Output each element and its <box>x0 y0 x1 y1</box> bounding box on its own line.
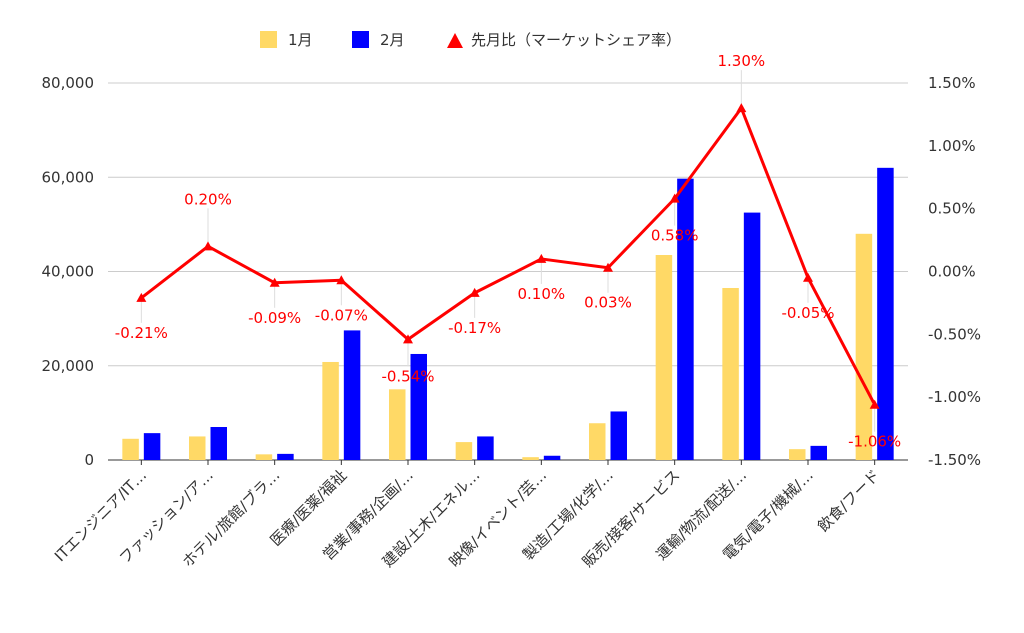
share-marker-triangle <box>736 103 747 113</box>
bar-jan <box>589 423 606 460</box>
y-right-tick-label: -0.50% <box>928 325 981 343</box>
bar-feb <box>543 455 561 460</box>
bar-feb <box>610 411 627 460</box>
bar-feb <box>143 433 161 460</box>
y-left-tick-label: 80,000 <box>42 74 95 92</box>
y-right-tick-label: 1.50% <box>928 74 976 92</box>
share-data-label: 0.58% <box>651 227 699 245</box>
share-data-label: -0.21% <box>115 324 168 342</box>
legend-swatch-feb[interactable] <box>352 31 369 48</box>
bar-jan <box>389 389 406 460</box>
legend-triangle-icon[interactable] <box>447 33 463 48</box>
share-marker-triangle <box>469 287 480 297</box>
bar-feb <box>810 445 827 460</box>
legend-label-jan[interactable]: 1月 <box>288 31 313 49</box>
category-label: 飲食/フード <box>814 466 883 535</box>
bar-jan <box>789 449 806 460</box>
bar-jan <box>522 457 539 460</box>
share-marker-triangle <box>203 241 213 251</box>
share-data-label: 0.20% <box>184 190 232 208</box>
bar-jan <box>722 287 739 460</box>
y-left-tick-label: 60,000 <box>42 168 95 186</box>
share-data-label: -0.07% <box>315 306 368 324</box>
bar-jan <box>855 233 873 460</box>
y-right-tick-label: -1.00% <box>928 388 981 406</box>
bar-feb <box>410 353 427 460</box>
share-marker-triangle <box>869 399 880 409</box>
share-data-label: -0.09% <box>248 309 301 327</box>
y-right-tick-label: 1.00% <box>928 137 976 155</box>
share-data-label: 0.03% <box>584 294 632 312</box>
legend: 1月 2月 先月比（マーケットシェア率） <box>260 31 681 49</box>
bar-feb <box>277 453 294 460</box>
bar-jan <box>122 438 139 460</box>
y-left-tick-label: 40,000 <box>42 263 95 281</box>
share-marker-triangle <box>803 272 813 282</box>
share-data-label: -1.06% <box>848 433 901 451</box>
legend-label-share[interactable]: 先月比（マーケットシェア率） <box>471 31 681 49</box>
share-data-label: -0.17% <box>448 319 501 337</box>
bar-jan <box>322 361 339 460</box>
share-marker-triangle <box>336 275 347 285</box>
gridlines <box>108 82 908 461</box>
share-marker-triangle <box>269 277 280 287</box>
bar-feb <box>477 436 494 460</box>
bar-jan <box>255 454 273 460</box>
bar-feb <box>743 212 761 460</box>
share-data-label: 0.10% <box>518 285 566 303</box>
bars <box>122 167 894 460</box>
category-labels: ITエンジニア/IT…ファッション/ア…ホテル/旅館/ブラ…医療/医薬/福祉営業… <box>51 460 883 571</box>
left-axis-ticks: 0 20,000 40,000 60,000 80,000 <box>42 74 95 469</box>
y-right-tick-label: -1.50% <box>928 451 981 469</box>
y-left-tick-label: 20,000 <box>42 357 95 375</box>
bar-feb <box>677 178 694 460</box>
share-data-label: -0.05% <box>781 304 834 322</box>
share-marker-triangle <box>403 334 413 344</box>
bar-feb <box>210 427 227 460</box>
bar-jan <box>189 436 206 460</box>
share-data-label: -0.54% <box>381 367 434 385</box>
y-left-tick-label: 0 <box>84 451 94 469</box>
share-marker-triangle <box>603 262 613 272</box>
bar-feb <box>877 167 894 460</box>
legend-swatch-jan[interactable] <box>260 31 277 48</box>
share-marker-triangle <box>536 253 547 263</box>
bar-jan <box>655 255 673 460</box>
share-marker-triangle <box>136 292 147 302</box>
y-right-tick-label: 0.00% <box>928 263 976 281</box>
legend-label-feb[interactable]: 2月 <box>380 31 405 49</box>
share-line: -0.21% 0.20% -0.09% -0.07% -0.54% -0.17% 0.10%… <box>115 52 901 451</box>
share-polyline <box>140 106 876 406</box>
share-data-label: 1.30% <box>718 52 766 70</box>
bar-jan <box>455 442 473 460</box>
y-right-tick-label: 0.50% <box>928 200 976 218</box>
right-axis-ticks: -1.50% -1.00% -0.50% 0.00% 0.50% 1.00% 1.50% <box>928 74 981 469</box>
bar-feb <box>343 330 361 460</box>
share-marker-triangle <box>669 193 680 203</box>
